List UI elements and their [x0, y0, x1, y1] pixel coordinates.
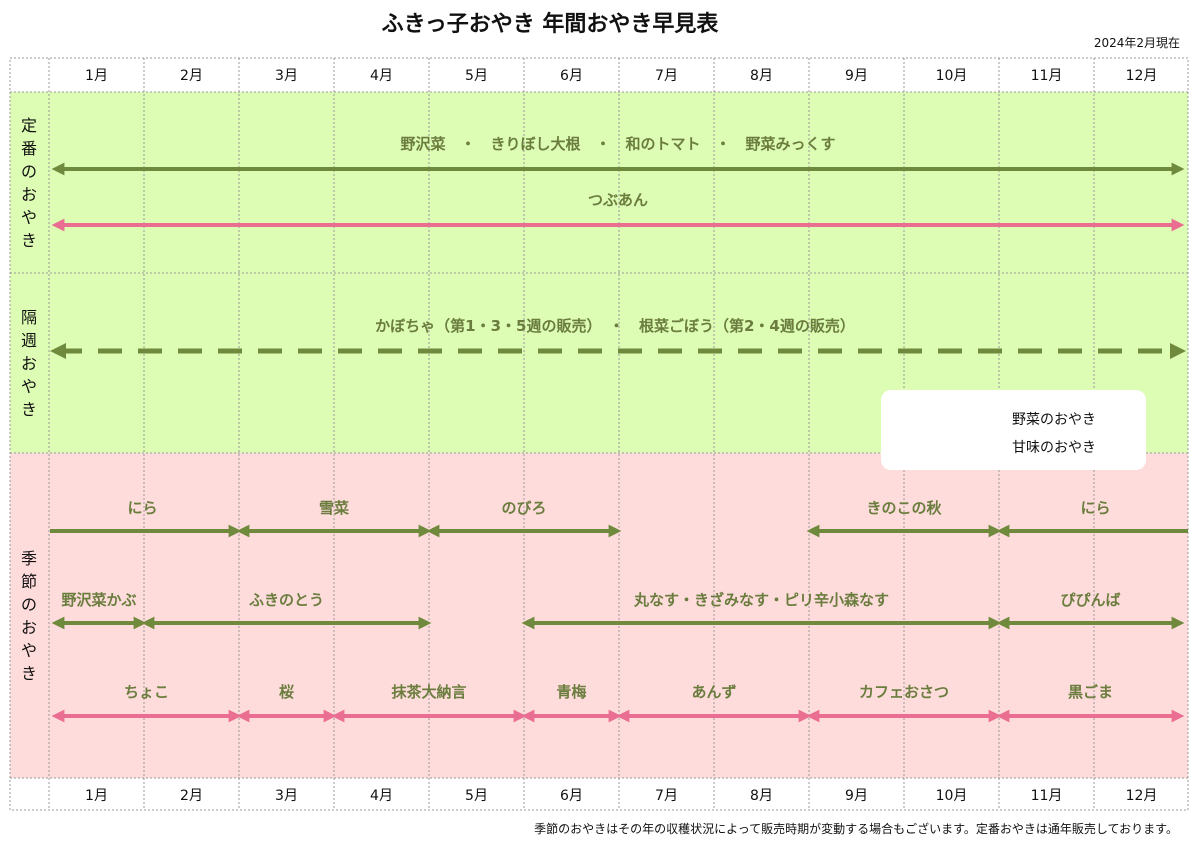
seasonal-oyaki-label: きのこの秋	[866, 499, 942, 517]
month-label-bottom: 6月	[560, 788, 583, 804]
month-label-top: 6月	[560, 68, 583, 84]
seasonal-oyaki-label: にら	[127, 499, 157, 517]
month-label-top: 4月	[370, 68, 393, 84]
month-label-bottom: 3月	[275, 788, 298, 804]
band-seasonal	[10, 453, 1188, 778]
month-label-bottom: 2月	[180, 788, 203, 804]
month-label-top: 8月	[750, 68, 773, 84]
seasonal-oyaki-label: 桜	[279, 683, 294, 701]
section-header: 隔週おやき	[21, 308, 37, 419]
seasonal-oyaki-label: 丸なす・きざみなす・ピリ辛小森なす	[633, 591, 889, 609]
month-label-bottom: 10月	[936, 788, 968, 804]
band-regular	[10, 92, 1188, 273]
seasonal-oyaki-label: 雪菜	[319, 499, 349, 517]
biweekly-oyaki-label: かぼちゃ（第1・3・5週の販売） ・ 根菜ごぼう（第2・4週の販売）	[375, 317, 855, 335]
legend-sweet-label: 甘味のおやき	[1012, 440, 1096, 456]
month-label-bottom: 11月	[1031, 788, 1063, 804]
seasonal-oyaki-label: 野沢菜かぶ	[61, 591, 136, 609]
section-header: 季節のおやき	[21, 549, 37, 683]
month-label-top: 11月	[1031, 68, 1063, 84]
seasonal-oyaki-label: 青梅	[556, 683, 586, 701]
month-label-bottom: 8月	[750, 788, 773, 804]
seasonal-oyaki-label: 抹茶大納言	[391, 683, 466, 701]
month-label-bottom: 12月	[1126, 788, 1158, 804]
month-label-bottom: 7月	[655, 788, 678, 804]
month-label-top: 10月	[936, 68, 968, 84]
footer-note: 季節のおやきはその年の収穫状況によって販売時期が変動する場合もございます。定番お…	[534, 822, 1178, 836]
as-of-date: 2024年2月現在	[1093, 36, 1180, 50]
month-label-top: 2月	[180, 68, 203, 84]
seasonal-oyaki-label: 黒ごま	[1068, 683, 1113, 701]
month-label-top: 3月	[275, 68, 298, 84]
month-label-top: 7月	[655, 68, 678, 84]
regular-oyaki-label: つぶあん	[588, 191, 648, 209]
seasonal-oyaki-label: あんず	[691, 683, 736, 701]
month-label-bottom: 1月	[85, 788, 108, 804]
seasonal-oyaki-label: カフェおさつ	[859, 683, 949, 701]
page-title: ふきっ子おやき 年間おやき早見表	[381, 12, 719, 37]
month-label-bottom: 4月	[370, 788, 393, 804]
legend-vegetable-label: 野菜のおやき	[1012, 412, 1096, 428]
legend-box	[881, 390, 1146, 470]
seasonal-oyaki-label: ふきのとう	[249, 591, 324, 609]
seasonal-oyaki-label: のびろ	[501, 499, 546, 517]
month-label-top: 5月	[465, 68, 488, 84]
grid-border	[9, 57, 1189, 811]
seasonal-oyaki-label: ちょこ	[124, 683, 169, 701]
month-label-bottom: 5月	[465, 788, 488, 804]
seasonal-oyaki-label: ぴぴんば	[1060, 591, 1120, 609]
regular-oyaki-label: 野沢菜 ・ きりぼし大根 ・ 和のトマト ・ 野菜みっくす	[400, 135, 835, 153]
month-label-top: 9月	[845, 68, 868, 84]
seasonal-oyaki-label: にら	[1080, 499, 1110, 517]
month-label-bottom: 9月	[845, 788, 868, 804]
section-header: 定番のおやき	[21, 116, 37, 250]
month-label-top: 1月	[85, 68, 108, 84]
month-label-top: 12月	[1126, 68, 1158, 84]
